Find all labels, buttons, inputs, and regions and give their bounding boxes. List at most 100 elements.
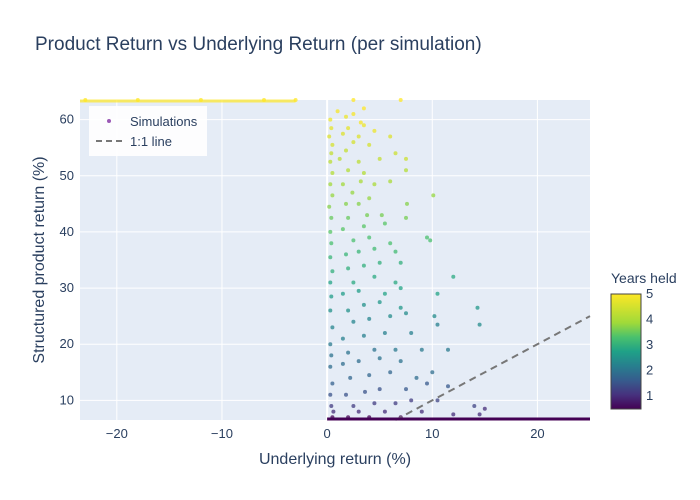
data-point bbox=[367, 235, 372, 240]
data-point bbox=[377, 260, 382, 265]
data-point bbox=[482, 406, 487, 411]
data-point bbox=[404, 156, 408, 161]
data-point bbox=[388, 314, 393, 319]
data-point bbox=[329, 294, 334, 299]
data-point bbox=[329, 151, 334, 156]
data-point bbox=[372, 347, 377, 352]
grid bbox=[80, 100, 590, 420]
data-point bbox=[331, 409, 336, 414]
data-point bbox=[356, 201, 361, 206]
data-point bbox=[351, 319, 356, 324]
data-point bbox=[377, 356, 382, 361]
data-point bbox=[344, 252, 348, 257]
data-point bbox=[328, 342, 333, 347]
data-point bbox=[328, 280, 333, 285]
colorbar-tick-label: 5 bbox=[646, 286, 653, 301]
data-point bbox=[329, 404, 334, 408]
data-point bbox=[398, 286, 403, 291]
x-tick-labels: −20 −10 0 10 20 bbox=[106, 426, 545, 441]
data-point bbox=[328, 229, 333, 234]
data-point bbox=[328, 255, 333, 260]
data-point bbox=[435, 291, 440, 296]
data-point bbox=[414, 375, 419, 380]
data-point bbox=[327, 134, 332, 139]
data-point bbox=[330, 142, 335, 147]
data-point bbox=[340, 182, 345, 187]
data-point bbox=[358, 179, 363, 184]
data-point bbox=[393, 347, 398, 352]
data-point bbox=[346, 350, 351, 355]
data-point bbox=[372, 128, 377, 133]
x-tick-label: −10 bbox=[211, 426, 233, 441]
data-point bbox=[409, 398, 414, 403]
data-point bbox=[361, 171, 366, 175]
data-point bbox=[451, 274, 456, 279]
data-point bbox=[372, 401, 377, 406]
data-point bbox=[328, 364, 333, 369]
data-point bbox=[351, 238, 356, 243]
data-point bbox=[419, 409, 424, 414]
y-tick-label: 40 bbox=[60, 224, 74, 239]
x-tick-label: 10 bbox=[425, 426, 439, 441]
data-point bbox=[367, 142, 372, 147]
data-point bbox=[388, 134, 393, 139]
data-point bbox=[404, 311, 408, 316]
data-point bbox=[328, 392, 333, 397]
data-point bbox=[356, 134, 361, 139]
data-point bbox=[398, 359, 403, 364]
legend-label-1to1: 1:1 line bbox=[130, 134, 172, 149]
data-point bbox=[350, 190, 355, 195]
data-point bbox=[409, 331, 414, 335]
data-point bbox=[367, 373, 372, 378]
data-point bbox=[475, 305, 480, 310]
data-point bbox=[446, 347, 450, 352]
data-point bbox=[404, 168, 408, 173]
data-point bbox=[428, 238, 433, 243]
data-point bbox=[351, 98, 356, 102]
data-point bbox=[358, 120, 363, 125]
data-point bbox=[405, 201, 409, 206]
data-point bbox=[344, 201, 348, 206]
legend: Simulations 1:1 line bbox=[89, 106, 207, 156]
data-point bbox=[372, 274, 377, 279]
data-point bbox=[398, 305, 403, 310]
data-point bbox=[435, 398, 440, 403]
x-tick-label: 20 bbox=[530, 426, 544, 441]
x-tick-label: −20 bbox=[106, 426, 128, 441]
data-point bbox=[425, 235, 429, 240]
data-point bbox=[382, 331, 387, 335]
data-point bbox=[351, 140, 356, 145]
data-point bbox=[327, 204, 332, 209]
data-point bbox=[382, 221, 387, 226]
data-point bbox=[330, 325, 335, 330]
data-point bbox=[329, 353, 334, 358]
data-point bbox=[340, 227, 345, 232]
chart-title: Product Return vs Underlying Return (per… bbox=[35, 34, 482, 55]
x-axis-title: Underlying return (%) bbox=[259, 451, 411, 468]
data-point bbox=[379, 213, 384, 218]
data-point bbox=[335, 109, 340, 114]
legend-marker-simulations bbox=[107, 119, 111, 123]
data-point bbox=[388, 370, 393, 375]
data-point bbox=[346, 126, 351, 131]
data-point bbox=[344, 114, 348, 119]
data-point bbox=[365, 213, 370, 218]
data-point bbox=[348, 375, 353, 380]
data-point bbox=[330, 381, 335, 386]
y-tick-labels: 10 20 30 40 50 60 bbox=[60, 112, 74, 408]
colorbar-ticks: 1 2 3 4 5 bbox=[646, 286, 653, 403]
data-point bbox=[337, 156, 342, 161]
legend-box bbox=[89, 106, 207, 156]
data-point bbox=[329, 241, 334, 246]
data-point bbox=[361, 123, 366, 128]
data-point bbox=[372, 246, 377, 251]
data-point bbox=[393, 280, 398, 285]
data-point bbox=[377, 156, 382, 161]
colorbar-tick-label: 1 bbox=[646, 388, 653, 403]
y-tick-label: 20 bbox=[60, 336, 74, 351]
data-point bbox=[377, 387, 382, 392]
data-point bbox=[346, 215, 351, 220]
data-point bbox=[367, 196, 372, 201]
data-point bbox=[377, 300, 382, 305]
colorbar-gradient bbox=[610, 293, 642, 410]
